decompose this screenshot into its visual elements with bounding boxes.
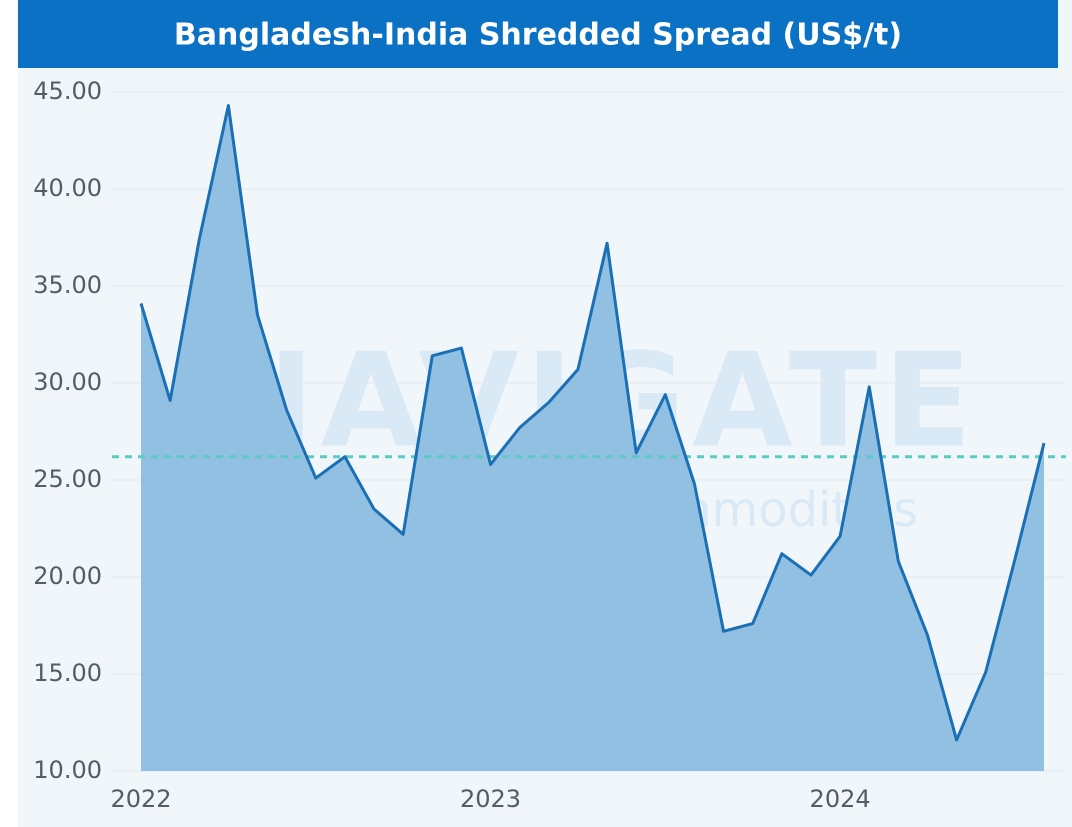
line: [139, 104, 1046, 742]
title-bar: [18, 0, 1058, 68]
chart-title: Bangladesh-India Shredded Spread (US$/t): [174, 18, 902, 53]
x-tick-label: 2024: [810, 785, 871, 813]
y-tick-label: 45.00: [33, 77, 102, 105]
x-tick-label: 2022: [110, 785, 171, 813]
area: [141, 105, 1044, 771]
y-tick-label: 25.00: [33, 465, 102, 493]
y-tick-label: 40.00: [33, 174, 102, 202]
x-tick-label: 2023: [460, 785, 521, 813]
y-tick-label: 10.00: [33, 756, 102, 784]
y-tick-label: 15.00: [33, 659, 102, 687]
y-tick-label: 20.00: [33, 562, 102, 590]
y-tick-label: 35.00: [33, 271, 102, 299]
y-tick-label: 30.00: [33, 368, 102, 396]
